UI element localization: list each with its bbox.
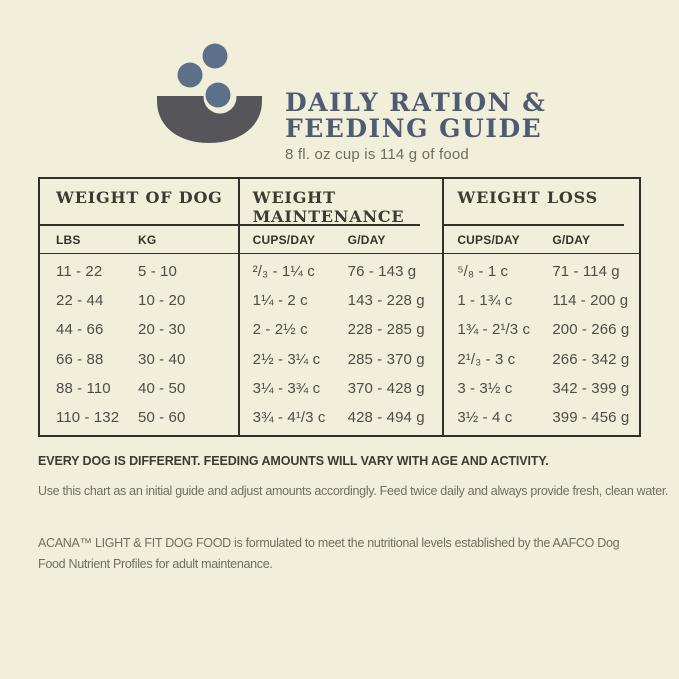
note-headline: EVERY DOG IS DIFFERENT. FEEDING AMOUNTS … xyxy=(38,454,549,468)
table-cell: ²/₃ - 1¼ c xyxy=(252,263,315,281)
table-cell: 399 - 456 g xyxy=(552,408,630,426)
table-cell: 342 - 399 g xyxy=(552,379,630,397)
table-cell: 2¹/₃ - 3 c xyxy=(457,350,516,368)
table-row: 3¼ - 3¾ c 370 - 428 g xyxy=(240,374,443,403)
page-title: DAILY RATION & FEEDING GUIDE 8 fl. oz cu… xyxy=(285,88,547,164)
table-row: 11 - 22 5 - 10 xyxy=(40,257,238,286)
title-line-1: DAILY RATION & xyxy=(285,88,547,117)
table-cell: 110 - 132 xyxy=(56,408,120,426)
table-cell: 1¾ - 2¹/3 c xyxy=(457,321,531,339)
table-cell: ⁵/₈ - 1 c xyxy=(457,263,509,281)
table-row: 66 - 88 30 - 40 xyxy=(40,345,238,374)
table-cell: 66 - 88 xyxy=(56,350,104,368)
table-body: ²/₃ - 1¼ c 76 - 143 g 1¼ - 2 c 143 - 228… xyxy=(240,254,443,435)
table-cell: 3 - 3½ c xyxy=(457,379,513,397)
table-cell: 2 - 2½ c xyxy=(252,321,308,339)
table-cell: 5 - 10 xyxy=(138,263,177,281)
table-cell: 30 - 40 xyxy=(138,350,186,368)
table-cell: 22 - 44 xyxy=(56,292,104,310)
table-cell: 114 - 200 g xyxy=(552,292,629,310)
table-cell: 428 - 494 g xyxy=(347,408,425,426)
table-row: 2¹/₃ - 3 c 266 - 342 g xyxy=(444,345,639,374)
subheader-row: LBS KG xyxy=(40,226,238,254)
table-cell: 71 - 114 g xyxy=(552,263,620,281)
table-cell: 370 - 428 g xyxy=(347,379,425,397)
table-cell: 44 - 66 xyxy=(56,321,104,339)
note-instructions: Use this chart as an initial guide and a… xyxy=(38,484,669,498)
column-header-cups-day: CUPS/DAY xyxy=(252,232,316,247)
subheader-row: CUPS/DAY G/DAY xyxy=(239,226,443,254)
table-cell: 143 - 228 g xyxy=(347,292,425,310)
table-row: 1¾ - 2¹/3 c 200 - 266 g xyxy=(444,315,639,344)
column-header-kg: KG xyxy=(138,232,157,247)
group-header-weight-loss: WEIGHT LOSS xyxy=(444,179,625,226)
table-body: ⁵/₈ - 1 c 71 - 114 g 1 - 1¾ c 114 - 200 … xyxy=(444,254,639,435)
column-group-weight-loss: WEIGHT LOSS CUPS/DAY G/DAY ⁵/₈ - 1 c 71 … xyxy=(442,179,639,435)
table-cell: 50 - 60 xyxy=(138,408,186,426)
dog-food-bowl-icon xyxy=(156,43,263,149)
column-group-weight-maintenance: WEIGHT MAINTENANCE CUPS/DAY G/DAY ²/₃ - … xyxy=(237,179,443,435)
table-cell: 76 - 143 g xyxy=(347,263,417,281)
table-cell: 266 - 342 g xyxy=(552,350,630,368)
table-body: 11 - 22 5 - 10 22 - 44 10 - 20 44 - 66 2… xyxy=(40,254,238,435)
table-cell: 3½ - 4 c xyxy=(457,408,513,426)
table-row: 3¾ - 4¹/3 c 428 - 494 g xyxy=(240,403,443,432)
table-row: ⁵/₈ - 1 c 71 - 114 g xyxy=(444,257,639,286)
title-line-2: FEEDING GUIDE xyxy=(285,114,543,143)
group-header-weight-maintenance: WEIGHT MAINTENANCE xyxy=(239,179,420,226)
table-row: 22 - 44 10 - 20 xyxy=(40,286,238,315)
table-row: 110 - 132 50 - 60 xyxy=(40,403,238,432)
table-cell: 228 - 285 g xyxy=(347,321,425,339)
table-row: 2½ - 3¼ c 285 - 370 g xyxy=(240,345,443,374)
table-cell: 20 - 30 xyxy=(138,321,186,339)
table-row: 1¼ - 2 c 143 - 228 g xyxy=(240,286,443,315)
table-row: 88 - 110 40 - 50 xyxy=(40,374,238,403)
feeding-guide-table: WEIGHT OF DOG LBS KG 11 - 22 5 - 10 22 -… xyxy=(38,177,641,437)
aafco-statement: ACANA™ LIGHT & FIT DOG FOOD is formulate… xyxy=(38,536,620,571)
column-group-weight-of-dog: WEIGHT OF DOG LBS KG 11 - 22 5 - 10 22 -… xyxy=(40,179,238,435)
table-cell: 1 - 1¾ c xyxy=(457,292,513,310)
table-cell: 88 - 110 xyxy=(56,379,111,397)
table-row: 3 - 3½ c 342 - 399 g xyxy=(444,374,639,403)
table-cell: 40 - 50 xyxy=(138,379,186,397)
table-cell: 285 - 370 g xyxy=(347,350,425,368)
table-cell: 200 - 266 g xyxy=(552,321,630,339)
table-cell: 10 - 20 xyxy=(138,292,186,310)
column-header-g-day: G/DAY xyxy=(552,232,591,247)
group-header-weight-of-dog: WEIGHT OF DOG xyxy=(40,179,238,226)
table-row: 2 - 2½ c 228 - 285 g xyxy=(240,315,443,344)
table-cell: 1¼ - 2 c xyxy=(252,292,308,310)
column-header-lbs: LBS xyxy=(56,232,81,247)
column-header-g-day: G/DAY xyxy=(347,232,386,247)
table-cell: 3¼ - 3¾ c xyxy=(252,379,321,397)
cup-conversion-note: 8 fl. oz cup is 114 g of food xyxy=(285,146,469,163)
table-cell: 2½ - 3¼ c xyxy=(252,350,321,368)
table-row: 1 - 1¾ c 114 - 200 g xyxy=(444,286,639,315)
table-row: 3½ - 4 c 399 - 456 g xyxy=(444,403,639,432)
table-row: 44 - 66 20 - 30 xyxy=(40,315,238,344)
table-row: ²/₃ - 1¼ c 76 - 143 g xyxy=(240,257,443,286)
subheader-row: CUPS/DAY G/DAY xyxy=(444,226,639,254)
table-cell: 11 - 22 xyxy=(56,263,103,281)
table-cell: 3¾ - 4¹/3 c xyxy=(252,408,326,426)
column-header-cups-day: CUPS/DAY xyxy=(457,232,520,247)
